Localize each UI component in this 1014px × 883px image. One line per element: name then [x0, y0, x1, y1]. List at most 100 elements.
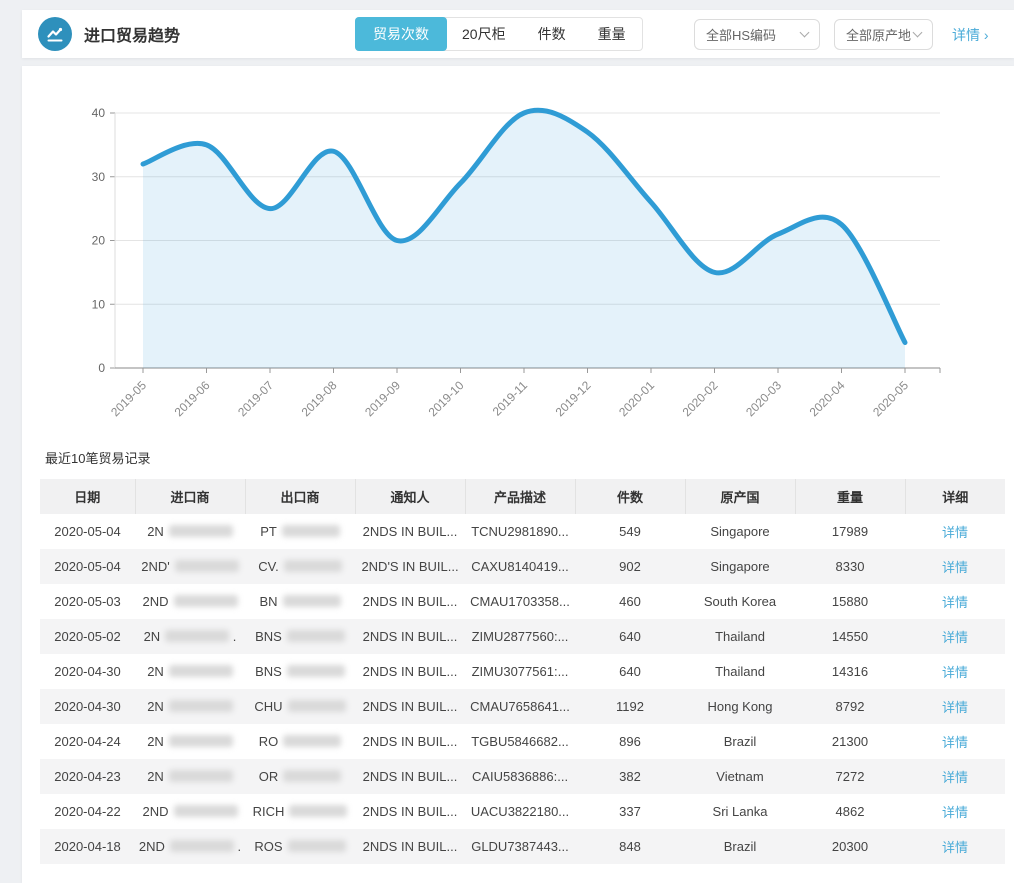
product-cell: CAXU8140419... — [471, 559, 569, 574]
detail-cell: 详情 — [905, 689, 1005, 724]
date-cell: 2020-04-22 — [54, 804, 121, 819]
detail-cell: 详情 — [905, 724, 1005, 759]
product-cell: TGBU5846682... — [471, 734, 569, 749]
col-date: 日期 — [40, 479, 136, 514]
redacted-importer-name — [173, 805, 238, 817]
weight-cell: 14316 — [831, 664, 869, 679]
chevron-down-icon — [912, 27, 923, 38]
redacted-exporter-name — [287, 840, 346, 852]
notify-cell: 2NDS IN BUIL... — [362, 629, 458, 644]
row-detail-link[interactable]: 详情 — [941, 525, 968, 540]
exporter-cell: RICH — [245, 794, 355, 829]
row-detail-link[interactable]: 详情 — [941, 630, 968, 645]
pieces-cell: 640 — [619, 629, 641, 644]
row-detail-link[interactable]: 详情 — [941, 595, 968, 610]
metric-tab-group: 贸易次数 20尺柜 件数 重量 — [355, 17, 643, 51]
redacted-exporter-name — [283, 735, 342, 747]
exporter-cell: CV. — [245, 549, 355, 584]
row-detail-link[interactable]: 详情 — [941, 665, 968, 680]
chevron-down-icon — [799, 27, 810, 38]
redacted-importer-name — [168, 525, 233, 537]
row-detail-link[interactable]: 详情 — [941, 700, 968, 715]
redacted-importer-name — [168, 735, 233, 747]
redacted-importer-name — [169, 840, 234, 852]
row-detail-link[interactable]: 详情 — [941, 735, 968, 750]
tab-trade-count[interactable]: 贸易次数 — [355, 17, 447, 51]
date-cell: 2020-05-03 — [54, 594, 121, 609]
product-cell: GLDU7387443... — [471, 839, 569, 854]
weight-cell: 17989 — [831, 524, 869, 539]
redacted-exporter-name — [286, 665, 345, 677]
weight-cell: 14550 — [831, 629, 869, 644]
country-cell: Brazil — [723, 734, 757, 749]
notify-cell: 2ND'S IN BUIL... — [361, 559, 459, 574]
pieces-cell: 337 — [619, 804, 641, 819]
header-detail-link[interactable]: 详情 › — [952, 27, 989, 43]
weight-cell: 21300 — [831, 734, 869, 749]
importer-cell: 2N — [135, 689, 245, 724]
pieces-cell: 382 — [619, 769, 641, 784]
row-detail-link[interactable]: 详情 — [941, 840, 968, 855]
notify-cell: 2NDS IN BUIL... — [362, 734, 458, 749]
notify-cell: 2NDS IN BUIL... — [362, 594, 458, 609]
country-cell: Singapore — [710, 559, 770, 574]
product-cell: TCNU2981890... — [471, 524, 569, 539]
redacted-exporter-name — [283, 560, 342, 572]
table-row: 2020-04-30 2N CHU 2NDS IN BUIL... CMAU765864… — [40, 689, 1005, 724]
country-cell: Thailand — [715, 664, 765, 679]
exporter-cell: OR — [245, 759, 355, 794]
tab-20ft-container[interactable]: 20尺柜 — [462, 26, 506, 42]
table-row: 2020-05-03 2ND BN 2NDS IN BUIL... CMAU170335… — [40, 584, 1005, 619]
hs-code-select[interactable]: 全部HS编码 — [694, 19, 820, 50]
pieces-cell: 902 — [619, 559, 641, 574]
product-cell: CAIU5836886:... — [471, 769, 569, 784]
row-detail-link[interactable]: 详情 — [941, 770, 968, 785]
date-cell: 2020-05-04 — [54, 524, 121, 539]
redacted-importer-name — [168, 770, 233, 782]
notify-cell: 2NDS IN BUIL... — [362, 524, 458, 539]
row-detail-link[interactable]: 详情 — [941, 805, 968, 820]
product-cell: CMAU7658641... — [470, 699, 570, 714]
notify-cell: 2NDS IN BUIL... — [362, 699, 458, 714]
redacted-exporter-name — [287, 700, 346, 712]
detail-cell: 详情 — [905, 514, 1005, 549]
importer-cell: 2N — [135, 514, 245, 549]
trade-records-table: 日期 进口商 出口商 通知人 产品描述 件数 原产国 重量 详细 2020-05… — [40, 479, 1005, 864]
svg-text:10: 10 — [92, 297, 106, 311]
col-exporter: 出口商 — [245, 479, 356, 514]
country-cell: Sri Lanka — [712, 804, 768, 819]
tab-weight[interactable]: 重量 — [597, 26, 626, 42]
svg-text:2019-10: 2019-10 — [426, 378, 467, 419]
weight-cell: 4862 — [835, 804, 865, 819]
date-cell: 2020-04-30 — [54, 699, 121, 714]
country-cell: Thailand — [715, 629, 765, 644]
col-weight: 重量 — [795, 479, 906, 514]
notify-cell: 2NDS IN BUIL... — [362, 804, 458, 819]
detail-cell: 详情 — [905, 759, 1005, 794]
col-pieces: 件数 — [575, 479, 686, 514]
pieces-cell: 896 — [619, 734, 641, 749]
notify-cell: 2NDS IN BUIL... — [362, 769, 458, 784]
table-row: 2020-05-04 2ND' CV. 2ND'S IN BUIL... CAXU814… — [40, 549, 1005, 584]
origin-select[interactable]: 全部原产地 — [834, 19, 933, 50]
svg-text:40: 40 — [92, 106, 106, 120]
detail-cell: 详情 — [905, 654, 1005, 689]
importer-cell: 2ND — [135, 584, 245, 619]
weight-cell: 20300 — [831, 839, 869, 854]
table-row: 2020-04-30 2N BNS 2NDS IN BUIL... ZIMU307756… — [40, 654, 1005, 689]
date-cell: 2020-04-23 — [54, 769, 121, 784]
exporter-cell: CHU — [245, 689, 355, 724]
col-country: 原产国 — [685, 479, 796, 514]
trend-chart-icon — [38, 17, 72, 51]
weight-cell: 8330 — [835, 559, 865, 574]
table-row: 2020-05-04 2N PT 2NDS IN BUIL... TCNU2981890… — [40, 514, 1005, 549]
detail-cell: 详情 — [905, 549, 1005, 584]
notify-cell: 2NDS IN BUIL... — [362, 664, 458, 679]
redacted-exporter-name — [289, 805, 348, 817]
svg-text:2019-07: 2019-07 — [235, 378, 276, 419]
tab-pieces[interactable]: 件数 — [537, 26, 566, 42]
pieces-cell: 640 — [619, 664, 641, 679]
row-detail-link[interactable]: 详情 — [941, 560, 968, 575]
redacted-exporter-name — [282, 595, 341, 607]
product-cell: ZIMU3077561:... — [471, 664, 569, 679]
